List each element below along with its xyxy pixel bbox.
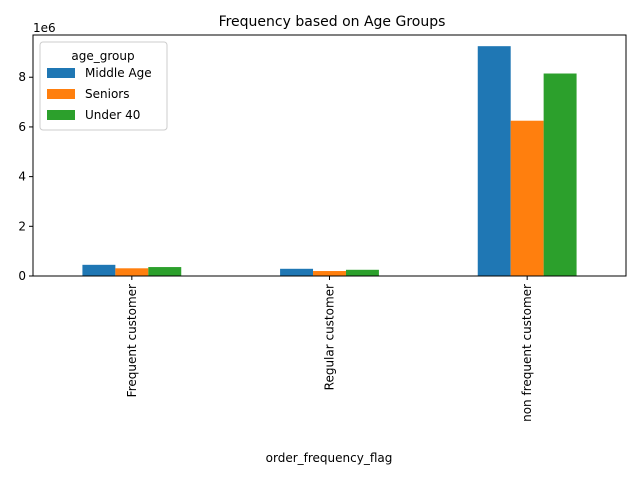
legend-entry-seniors: Seniors <box>85 87 129 101</box>
x-axis-label: order_frequency_flag <box>266 451 393 465</box>
bar-under-40-0 <box>148 267 182 276</box>
bar-seniors-1 <box>313 271 346 276</box>
legend: age_group Middle Age Seniors Under 40 <box>39 41 168 131</box>
y-tick-label: 0 <box>18 269 26 283</box>
legend-entry-under-40: Under 40 <box>85 108 140 122</box>
legend-swatch-under-40 <box>47 110 75 120</box>
bar-middle-age-2 <box>477 46 511 276</box>
y-tick-label: 4 <box>18 170 26 184</box>
bar-middle-age-1 <box>280 268 314 276</box>
x-tick-label: non frequent customer <box>520 284 534 422</box>
bar-middle-age-0 <box>82 264 116 276</box>
x-tick-label: Regular customer <box>323 284 337 390</box>
bar-seniors-2 <box>510 120 544 276</box>
plot-frame <box>32 34 627 277</box>
legend-entry-middle-age: Middle Age <box>85 66 152 80</box>
y-tick-label: 6 <box>18 120 26 134</box>
y-tick-label: 2 <box>18 219 26 233</box>
bar-under-40-2 <box>543 73 577 276</box>
bar-under-40-1 <box>345 269 379 276</box>
legend-box <box>39 41 168 131</box>
legend-title: age_group <box>71 49 134 63</box>
x-tick-label: Frequent customer <box>125 284 139 397</box>
bars-group <box>82 46 577 276</box>
y-tick-label: 8 <box>18 70 26 84</box>
legend-swatch-middle-age <box>47 68 75 78</box>
x-axis: Frequent customer Regular customer non fre… <box>125 276 534 422</box>
y-offset-label: 1e6 <box>33 21 56 35</box>
chart-title: Frequency based on Age Groups <box>219 14 446 30</box>
y-axis: 0 2 4 6 8 <box>18 70 33 283</box>
bar-seniors-0 <box>115 268 149 276</box>
legend-swatch-seniors <box>47 89 75 99</box>
